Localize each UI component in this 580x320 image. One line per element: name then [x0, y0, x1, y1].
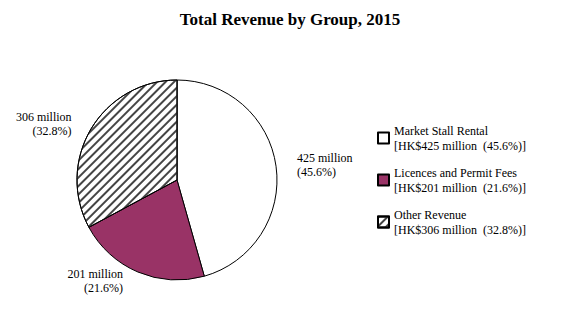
- svg-text:[HK$425 million (45.6%)]: [HK$425 million (45.6%)]: [394, 139, 526, 153]
- svg-text:Licences and Permit Fees: Licences and Permit Fees: [394, 166, 517, 180]
- svg-text:(21.6%): (21.6%): [84, 281, 123, 295]
- svg-text:(32.8%): (32.8%): [33, 124, 72, 138]
- svg-text:201 million: 201 million: [67, 267, 123, 281]
- svg-text:[HK$201 million (21.6%)]: [HK$201 million (21.6%)]: [394, 181, 526, 195]
- svg-text:[HK$306 million (32.8%)]: [HK$306 million (32.8%)]: [394, 223, 526, 237]
- svg-text:(45.6%): (45.6%): [297, 165, 336, 179]
- svg-text:Other Revenue: Other Revenue: [394, 208, 466, 222]
- svg-text:306 million: 306 million: [16, 110, 72, 124]
- svg-text:425 million: 425 million: [297, 151, 353, 165]
- svg-text:Total Revenue by Group, 2015: Total Revenue by Group, 2015: [180, 10, 401, 29]
- svg-text:Market Stall Rental: Market Stall Rental: [394, 124, 489, 138]
